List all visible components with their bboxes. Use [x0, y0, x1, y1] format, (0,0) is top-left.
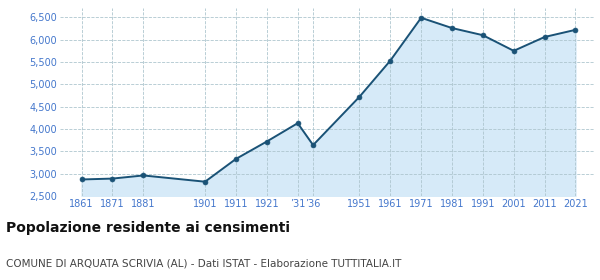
- Text: Popolazione residente ai censimenti: Popolazione residente ai censimenti: [6, 221, 290, 235]
- Text: COMUNE DI ARQUATA SCRIVIA (AL) - Dati ISTAT - Elaborazione TUTTITALIA.IT: COMUNE DI ARQUATA SCRIVIA (AL) - Dati IS…: [6, 258, 401, 268]
